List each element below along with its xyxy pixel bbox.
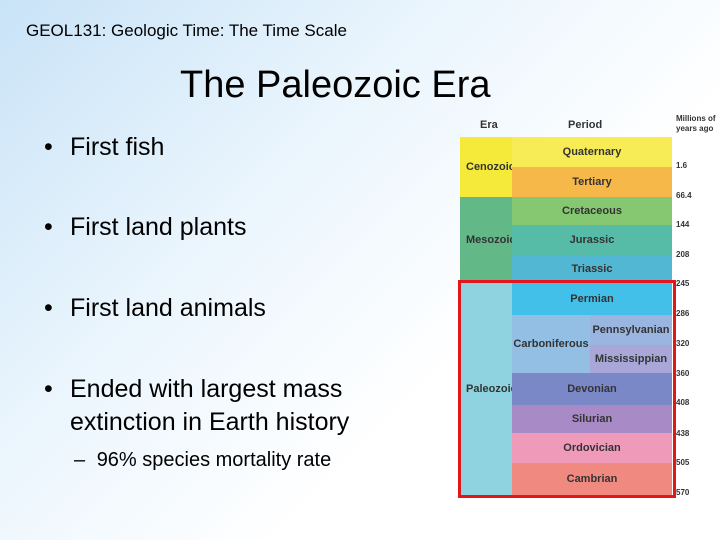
sub-bullet-text: 96% species mortality rate xyxy=(96,449,332,471)
period-silurian: Silurian xyxy=(512,405,672,433)
period-ordovician: Ordovician xyxy=(512,433,672,463)
period-pennsylvanian: Pennsylvanian xyxy=(590,315,672,345)
bullet-text: First land plants xyxy=(70,213,247,241)
age-label: 570 xyxy=(676,488,690,497)
age-label: 245 xyxy=(676,279,690,288)
period-cretaceous: Cretaceous xyxy=(512,197,672,225)
age-label: 360 xyxy=(676,369,690,378)
era-column-header: Era xyxy=(480,119,498,131)
period-mississippian: Mississippian xyxy=(590,345,672,373)
period-jurassic: Jurassic xyxy=(512,225,672,255)
period-permian: Permian xyxy=(512,283,672,315)
paleozoic-highlight-box xyxy=(458,280,676,498)
period-column-header: Period xyxy=(568,119,603,131)
bullet-text-line-2: extinction in Earth history xyxy=(70,408,350,436)
period-cambrian: Cambrian xyxy=(512,463,672,495)
bullet-glyph: • xyxy=(44,133,53,161)
bullet-glyph: • xyxy=(44,375,53,403)
age-column-header: Millions of years ago xyxy=(676,114,716,134)
age-label: 286 xyxy=(676,309,690,318)
age-header-line: Millions of xyxy=(676,114,716,123)
geologic-time-scale-chart: Era Period Millions of years ago Cenozoi… xyxy=(458,111,716,501)
slide-title: The Paleozoic Era xyxy=(180,64,491,106)
age-label: 408 xyxy=(676,398,690,407)
course-header: GEOL131: Geologic Time: The Time Scale xyxy=(26,21,347,40)
age-label: 438 xyxy=(676,429,690,438)
age-label: 144 xyxy=(676,220,690,229)
bullet-glyph: • xyxy=(44,213,53,241)
period-devonian: Devonian xyxy=(512,373,672,405)
age-label: 208 xyxy=(676,250,690,259)
bullet-text: First land animals xyxy=(70,294,266,322)
bullet-text: First fish xyxy=(70,133,165,161)
age-header-line: years ago xyxy=(676,124,714,133)
era-cenozoic: Cenozoic xyxy=(460,137,515,197)
bullet-text-line-1: Ended with largest mass xyxy=(70,375,343,403)
age-label: 66.4 xyxy=(676,191,692,200)
period-tertiary: Tertiary xyxy=(512,167,672,197)
era-mesozoic: Mesozoic xyxy=(460,197,516,283)
bullet-glyph: • xyxy=(44,294,53,322)
era-paleozoic: Paleozoic xyxy=(460,283,517,495)
period-carboniferous: Carboniferous xyxy=(512,315,590,373)
sub-bullet-glyph: – xyxy=(74,449,86,471)
period-triassic: Triassic xyxy=(512,255,672,283)
age-label: 505 xyxy=(676,458,690,467)
period-quaternary: Quaternary xyxy=(512,137,672,167)
sub-bullet-mortality: – 96% species mortality rate xyxy=(74,449,331,472)
age-label: 320 xyxy=(676,339,690,348)
age-label: 1.6 xyxy=(676,161,688,170)
